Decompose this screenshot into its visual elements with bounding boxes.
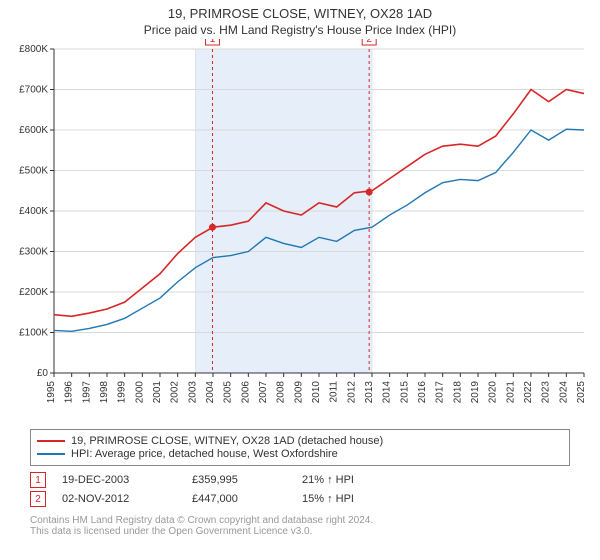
svg-text:2021: 2021 — [505, 381, 516, 404]
sale-date: 19-DEC-2003 — [62, 474, 192, 486]
svg-text:2020: 2020 — [488, 381, 499, 404]
sale-marker-icon: 2 — [30, 491, 46, 507]
chart-container: 19, PRIMROSE CLOSE, WITNEY, OX28 1AD Pri… — [0, 0, 600, 537]
svg-text:2001: 2001 — [152, 381, 163, 404]
svg-text:1995: 1995 — [46, 381, 57, 404]
svg-text:2000: 2000 — [134, 381, 145, 404]
svg-text:1998: 1998 — [99, 381, 110, 404]
svg-text:2010: 2010 — [311, 381, 322, 404]
svg-text:2: 2 — [366, 39, 372, 45]
svg-text:2025: 2025 — [576, 381, 587, 404]
svg-text:£100K: £100K — [19, 328, 48, 339]
svg-text:2012: 2012 — [346, 381, 357, 404]
sale-marker-icon: 1 — [30, 472, 46, 488]
sale-marker-num: 2 — [35, 494, 41, 505]
sale-price: £359,995 — [192, 474, 302, 486]
svg-text:2016: 2016 — [417, 381, 428, 404]
svg-text:1996: 1996 — [64, 381, 75, 404]
svg-text:2019: 2019 — [470, 381, 481, 404]
svg-text:2006: 2006 — [240, 381, 251, 404]
svg-text:2023: 2023 — [541, 381, 552, 404]
svg-text:£400K: £400K — [19, 206, 48, 217]
svg-text:£0: £0 — [37, 368, 49, 379]
svg-text:2009: 2009 — [293, 381, 304, 404]
chart-area: £0 £100K £200K £300K £400K £500K £600K £700K £80… — [0, 39, 600, 419]
legend-swatch — [37, 440, 65, 442]
title-line2: Price paid vs. HM Land Registry's House … — [0, 23, 600, 37]
svg-text:2022: 2022 — [523, 381, 534, 404]
svg-text:£600K: £600K — [19, 125, 48, 136]
footer: Contains HM Land Registry data © Crown c… — [30, 515, 570, 537]
svg-text:2015: 2015 — [399, 381, 410, 404]
svg-text:2007: 2007 — [258, 381, 269, 404]
legend-row: HPI: Average price, detached house, West… — [37, 448, 563, 460]
svg-text:2024: 2024 — [558, 381, 569, 404]
svg-text:2011: 2011 — [329, 381, 340, 403]
title-line1: 19, PRIMROSE CLOSE, WITNEY, OX28 1AD — [0, 6, 600, 21]
svg-text:2018: 2018 — [452, 381, 463, 404]
chart-svg: £0 £100K £200K £300K £400K £500K £600K £700K £80… — [0, 39, 600, 419]
svg-text:£700K: £700K — [19, 85, 48, 96]
svg-text:2002: 2002 — [170, 381, 181, 404]
sale-marker-num: 1 — [35, 475, 41, 486]
footer-line1: Contains HM Land Registry data © Crown c… — [30, 515, 570, 526]
legend-swatch — [37, 453, 65, 455]
svg-text:2014: 2014 — [382, 381, 393, 404]
sale-pct: 21% ↑ HPI — [302, 474, 422, 486]
svg-text:2004: 2004 — [205, 381, 216, 404]
title-block: 19, PRIMROSE CLOSE, WITNEY, OX28 1AD Pri… — [0, 0, 600, 39]
svg-text:£500K: £500K — [19, 166, 48, 177]
footer-line2: This data is licensed under the Open Gov… — [30, 526, 570, 537]
sales-table: 1 19-DEC-2003 £359,995 21% ↑ HPI 2 02-NO… — [30, 472, 570, 507]
sale-pct: 15% ↑ HPI — [302, 493, 422, 505]
svg-text:2005: 2005 — [223, 381, 234, 404]
sales-row: 2 02-NOV-2012 £447,000 15% ↑ HPI — [30, 491, 570, 507]
svg-text:£300K: £300K — [19, 247, 48, 258]
svg-text:1: 1 — [210, 39, 216, 45]
svg-text:1997: 1997 — [81, 381, 92, 404]
legend-box: 19, PRIMROSE CLOSE, WITNEY, OX28 1AD (de… — [30, 429, 570, 466]
svg-text:2013: 2013 — [364, 381, 375, 404]
svg-text:£800K: £800K — [19, 44, 48, 55]
svg-text:£200K: £200K — [19, 287, 48, 298]
svg-text:2003: 2003 — [187, 381, 198, 404]
legend-label: HPI: Average price, detached house, West… — [71, 448, 338, 460]
legend-label: 19, PRIMROSE CLOSE, WITNEY, OX28 1AD (de… — [71, 435, 383, 447]
sales-row: 1 19-DEC-2003 £359,995 21% ↑ HPI — [30, 472, 570, 488]
svg-text:2008: 2008 — [276, 381, 287, 404]
svg-text:1999: 1999 — [117, 381, 128, 404]
sale-price: £447,000 — [192, 493, 302, 505]
sale-date: 02-NOV-2012 — [62, 493, 192, 505]
legend-row: 19, PRIMROSE CLOSE, WITNEY, OX28 1AD (de… — [37, 435, 563, 447]
svg-text:2017: 2017 — [435, 381, 446, 404]
